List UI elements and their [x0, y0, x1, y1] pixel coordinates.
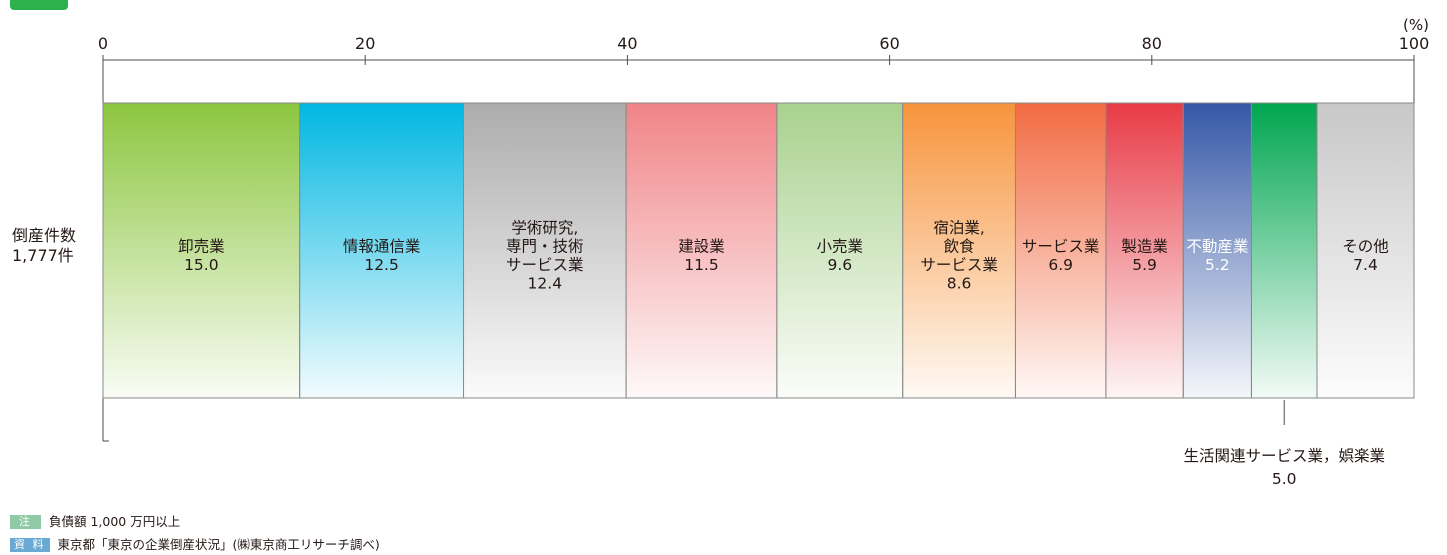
data-label: 8.6	[947, 274, 972, 292]
bar-segment	[1250, 102, 1318, 399]
category-label: その他	[1342, 237, 1389, 255]
bar-group	[102, 102, 1415, 399]
x-axis: 0 20 40 60 80 100(%)	[98, 16, 1430, 442]
bar-segment	[625, 102, 778, 399]
section-badge	[10, 0, 68, 10]
x-tick-label: 60	[879, 34, 899, 53]
data-label: 6.9	[1048, 256, 1073, 274]
source-note: 資 料 東京都「東京の企業倒産状況」(㈱東京商工リサーチ調べ)	[10, 537, 380, 553]
row-label-title: 倒産件数	[12, 226, 77, 245]
category-label: 不動産業	[1186, 237, 1248, 255]
segment-labels: 卸売業15.0情報通信業12.5学術研究,専門・技術サービス業12.4建設業11…	[178, 219, 1389, 293]
x-tick-label: 20	[355, 34, 375, 53]
x-tick-label: 80	[1142, 34, 1162, 53]
category-label: 建設業	[678, 237, 725, 255]
category-label: 飲食	[944, 237, 976, 255]
bar-segment	[1316, 102, 1415, 399]
bar-segment	[463, 102, 627, 399]
data-label: 9.6	[827, 256, 852, 274]
bar-segment	[1182, 102, 1252, 399]
x-tick-label: 0	[98, 34, 108, 53]
x-tick-label: 40	[617, 34, 637, 53]
data-label: 12.4	[528, 274, 563, 292]
bar-segment	[1014, 102, 1107, 399]
category-label: サービス業	[506, 256, 584, 274]
row-label-count: 1,777件	[12, 246, 74, 265]
category-label: 小売業	[817, 237, 864, 255]
data-label: 5.2	[1205, 256, 1230, 274]
category-label: サービス業	[1022, 237, 1100, 255]
source-text: 東京都「東京の企業倒産状況」(㈱東京商工リサーチ調べ)	[57, 537, 380, 552]
category-label: 情報通信業	[343, 237, 421, 255]
callout-label: 生活関連サービス業，娯楽業	[1183, 447, 1385, 465]
category-label: サービス業	[920, 256, 998, 274]
callout: 生活関連サービス業，娯楽業 5.0	[1183, 400, 1385, 488]
footnote: 注 負債額 1,000 万円以上	[10, 514, 180, 530]
category-label: 専門・技術	[506, 237, 584, 255]
data-label: 12.5	[364, 256, 399, 274]
source-tag: 資 料	[10, 538, 50, 552]
note-text: 負債額 1,000 万円以上	[49, 514, 181, 529]
data-label: 15.0	[184, 256, 219, 274]
category-label: 学術研究,	[511, 219, 578, 237]
bar-segment	[299, 102, 465, 399]
bar-segment	[776, 102, 904, 399]
data-label: 7.4	[1353, 256, 1378, 274]
data-label: 5.9	[1132, 256, 1157, 274]
data-label: 11.5	[684, 256, 719, 274]
category-label: 卸売業	[178, 237, 225, 255]
row-label: 倒産件数 1,777件	[12, 226, 76, 266]
bar-segment	[102, 102, 301, 399]
callout-value: 5.0	[1272, 470, 1297, 488]
x-axis-unit: (%)	[1403, 16, 1429, 34]
note-tag: 注	[10, 515, 41, 529]
category-label: 製造業	[1121, 237, 1168, 255]
category-label: 宿泊業,	[933, 219, 984, 237]
x-tick-label: 100	[1399, 34, 1430, 53]
bar-segment	[1105, 102, 1184, 399]
